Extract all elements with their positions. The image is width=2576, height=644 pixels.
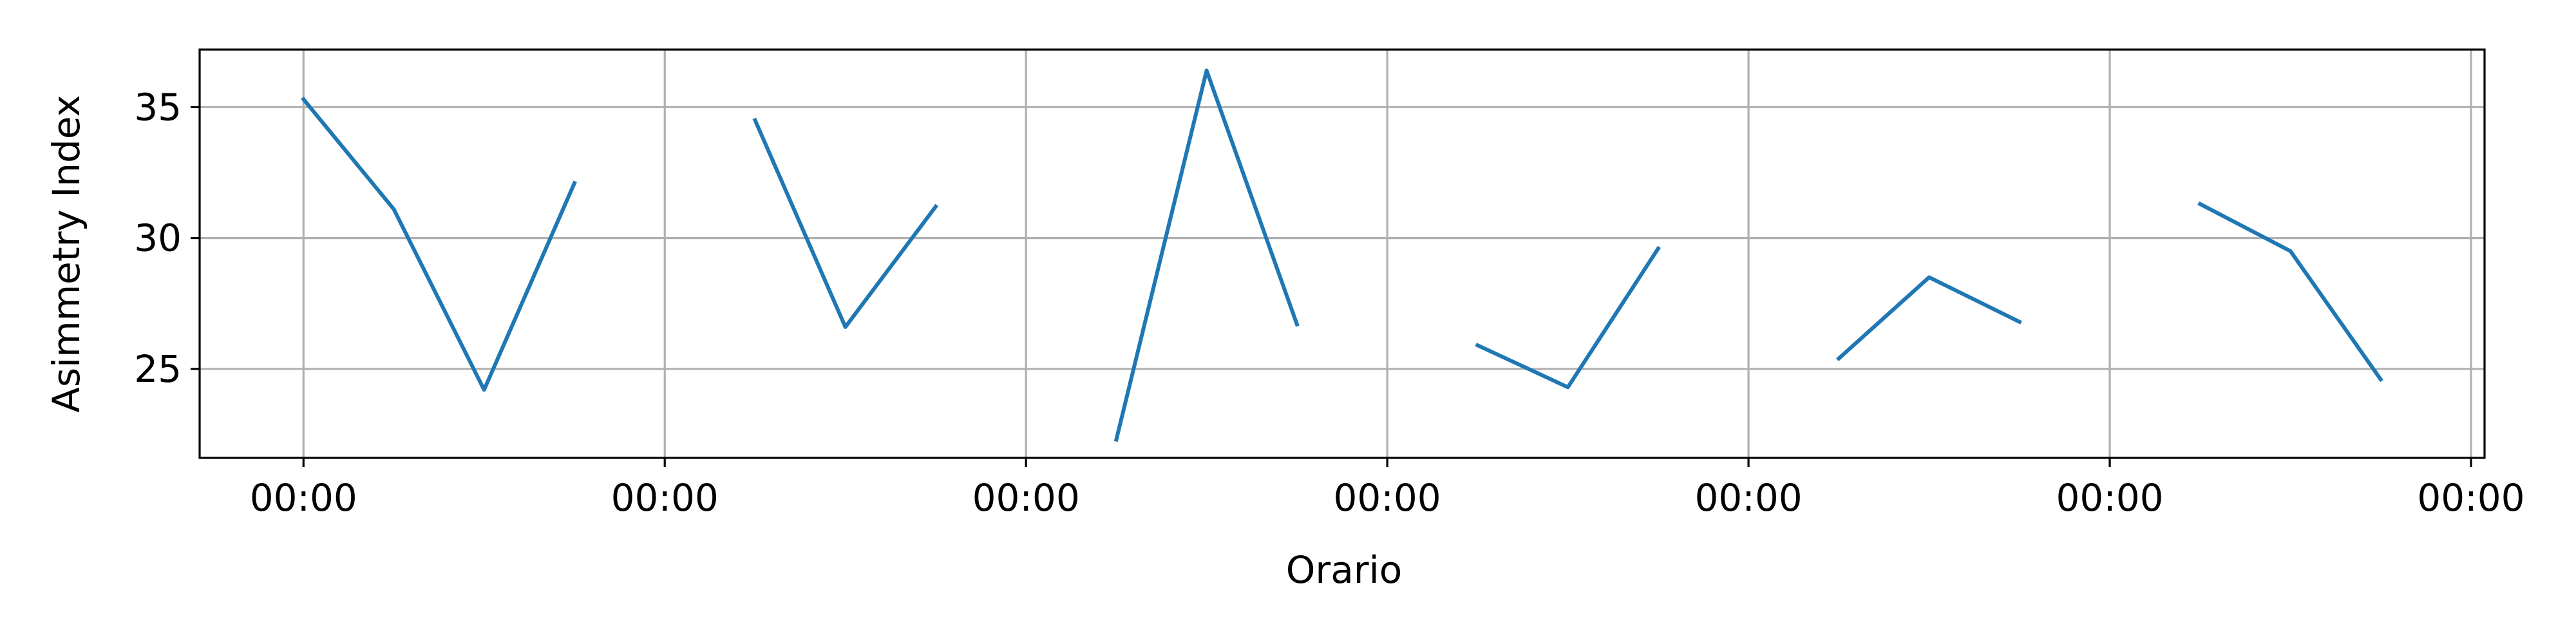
x-tick-label: 00:00 bbox=[2417, 476, 2524, 520]
x-axis-label: Orario bbox=[1286, 548, 1403, 592]
y-tick-label: 25 bbox=[134, 347, 182, 391]
series-segment-5 bbox=[1836, 275, 2022, 361]
y-axis-ticks: 25 30 35 bbox=[134, 85, 200, 391]
series-segment-3 bbox=[1113, 68, 1300, 442]
grid-lines bbox=[200, 50, 2485, 458]
y-tick-label: 35 bbox=[134, 85, 182, 129]
x-axis-ticks: 00:00 00:00 00:00 00:00 00:00 00:00 00:00 bbox=[250, 458, 2525, 520]
series-segment-1 bbox=[301, 96, 577, 392]
plot-background bbox=[200, 50, 2485, 458]
x-tick-label: 00:00 bbox=[972, 476, 1080, 520]
x-tick-label: 00:00 bbox=[611, 476, 719, 520]
y-tick-label: 30 bbox=[134, 216, 182, 260]
x-tick-label: 00:00 bbox=[250, 476, 357, 520]
series-lines bbox=[301, 68, 2383, 442]
y-axis-label: Asimmetry Index bbox=[44, 95, 88, 413]
series-segment-2 bbox=[752, 117, 939, 329]
x-tick-label: 00:00 bbox=[1694, 476, 1802, 520]
series-segment-6 bbox=[2197, 201, 2383, 383]
x-tick-label: 00:00 bbox=[1334, 476, 1441, 520]
x-tick-label: 00:00 bbox=[2056, 476, 2163, 520]
plot-frame bbox=[198, 48, 2486, 459]
series-segment-4 bbox=[1475, 245, 1661, 390]
